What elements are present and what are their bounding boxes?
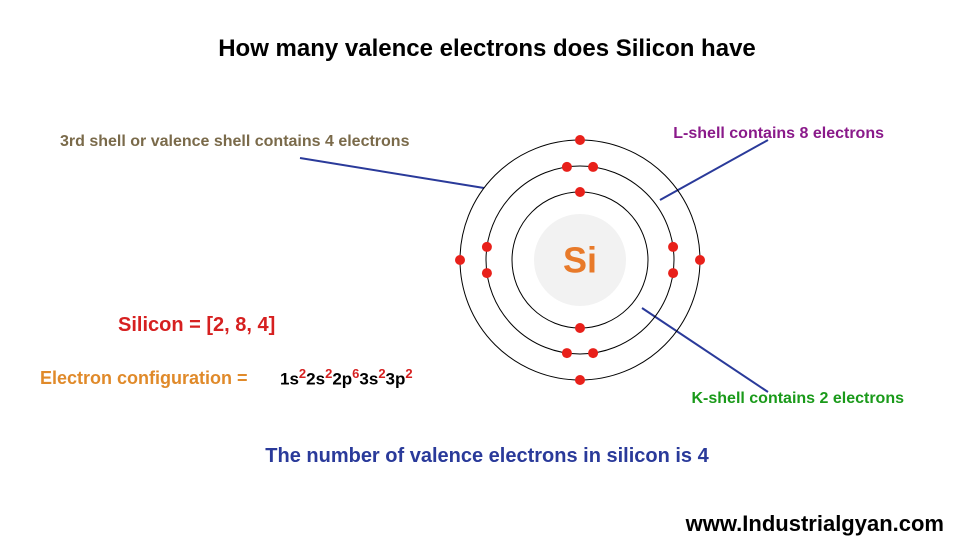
electron [562,162,572,172]
electron [695,255,705,265]
electron [668,242,678,252]
callout-line [300,158,484,188]
electron [575,375,585,385]
electron [482,242,492,252]
electron [588,162,598,172]
electron [455,255,465,265]
callout-line [642,308,768,392]
electron [575,187,585,197]
electron [575,135,585,145]
element-symbol: Si [563,240,597,281]
electron [482,268,492,278]
electron [575,323,585,333]
bohr-diagram: Si [0,0,974,549]
electron [668,268,678,278]
electron [562,348,572,358]
electron [588,348,598,358]
callout-line [660,140,768,200]
